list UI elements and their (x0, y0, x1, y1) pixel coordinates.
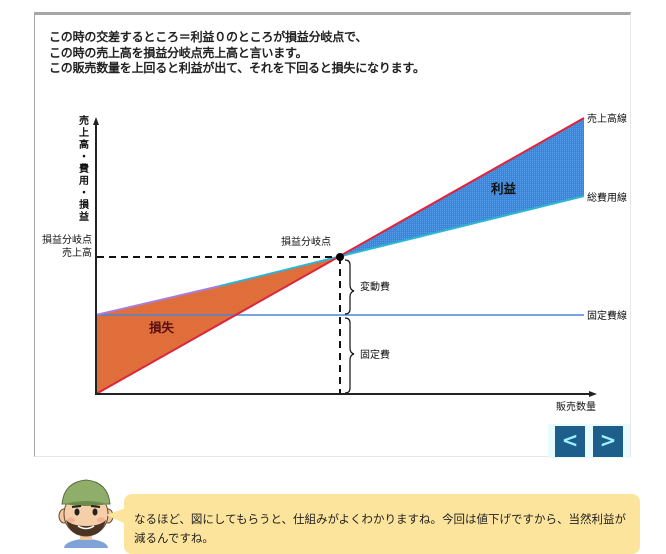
prev-button[interactable]: < (555, 426, 585, 457)
svg-text:・: ・ (79, 152, 89, 163)
profit-label: 利益 (491, 181, 517, 196)
variable-cost-brace (344, 259, 355, 315)
speech-bubble-tail (106, 508, 126, 524)
fixed-cost-brace (344, 317, 355, 394)
total-cost-line-left (95, 285, 221, 316)
variable-cost-label: 変動費 (360, 280, 390, 293)
total-cost-line-label: 総費用線 (587, 191, 627, 204)
loss-label: 損失 (149, 320, 175, 335)
dialog-text: なるほど、図にしてもらうと、仕組みがよくわかりますね。今回は値下げですから、当然… (134, 512, 626, 545)
intro-line-2: この時の売上高を損益分岐点売上高と言います。 (49, 45, 308, 60)
bep-label: 損益分岐点 (281, 235, 331, 248)
total-cost-line (219, 195, 585, 287)
intro-line-3: この販売数量を上回ると利益が出て、それを下回ると損失になります。 (49, 61, 425, 75)
svg-text:売: 売 (79, 114, 89, 127)
next-button[interactable]: > (593, 426, 623, 457)
svg-text:用: 用 (78, 175, 89, 187)
intro-text: この時の交差するところ＝利益０のところが損益分岐点で、 この時の売上高を損益分岐… (49, 30, 425, 77)
fixed-cost-line-label: 固定費線 (587, 309, 627, 322)
speech-bubble (124, 494, 640, 554)
svg-text:損: 損 (79, 198, 90, 211)
break-even-point (336, 253, 344, 261)
explanation-panel (34, 12, 631, 457)
y-axis-arrow-icon (93, 117, 99, 125)
sales-line-label: 売上高線 (587, 112, 627, 125)
svg-text:高: 高 (79, 138, 89, 151)
intro-line-1: この時の交差するところ＝利益０のところが損益分岐点で、 (49, 30, 368, 44)
svg-text:・: ・ (79, 188, 89, 199)
bep-sales-label-line1: 損益分岐点 (42, 233, 92, 246)
svg-text:上: 上 (79, 126, 89, 139)
bep-sales-label-line2: 売上高 (62, 246, 92, 259)
x-axis-arrow-icon (589, 391, 597, 397)
fixed-cost-brace-label: 固定費 (360, 348, 390, 361)
svg-text:益: 益 (79, 210, 89, 223)
x-axis-label: 販売数量 (556, 400, 596, 413)
svg-text:費: 費 (79, 162, 89, 175)
character-avatar (58, 479, 114, 548)
y-axis-label: 売 上 高 ・ 費 用 ・ 損 益 (78, 114, 90, 223)
